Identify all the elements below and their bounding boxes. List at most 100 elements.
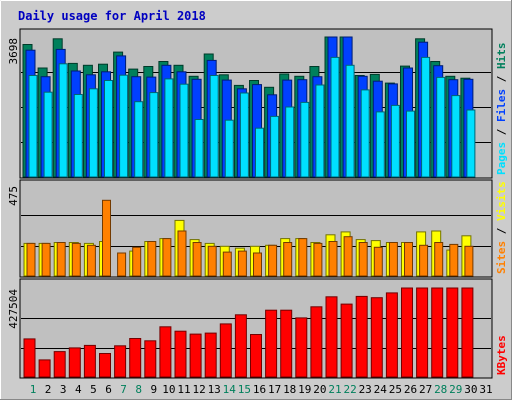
bar-kbytes-day-26 — [401, 287, 413, 378]
x-tick-label-day-29: 29 — [449, 383, 462, 396]
bar-pages-day-19 — [300, 101, 310, 178]
bar-kbytes-day-23 — [355, 295, 368, 378]
bar-sites-day-26 — [404, 242, 413, 277]
x-tick-label-day-11: 11 — [177, 383, 190, 396]
legend-item-kbytes: KBytes — [495, 335, 508, 375]
x-tick-label-day-25: 25 — [389, 383, 402, 396]
legend-separator: / — [495, 69, 508, 89]
x-tick-label-day-5: 5 — [90, 383, 97, 396]
x-tick-label-day-30: 30 — [464, 383, 477, 396]
bar-kbytes-day-28 — [431, 287, 444, 378]
bar-kbytes-day-29 — [446, 287, 459, 378]
ymax-label-hits-files-pages: 3698 — [7, 38, 20, 65]
x-tick-label-day-14: 14 — [223, 383, 237, 396]
bar-sites-day-20 — [313, 242, 323, 277]
bar-kbytes-day-27 — [416, 287, 429, 378]
bar-kbytes-day-10 — [159, 326, 172, 378]
bar-pages-day-14 — [224, 119, 234, 178]
bar-pages-day-15 — [239, 92, 249, 178]
bar-pages-day-1 — [28, 75, 38, 178]
bar-kbytes-day-16 — [250, 334, 262, 378]
bar-sites-day-29 — [449, 243, 459, 277]
x-tick-label-day-22: 22 — [343, 383, 356, 396]
bar-sites-day-18 — [283, 242, 293, 277]
x-tick-label-day-13: 13 — [208, 383, 221, 396]
legend-separator: / — [495, 122, 508, 142]
bar-kbytes-day-5 — [83, 344, 96, 378]
bar-sites-day-16 — [253, 252, 262, 277]
bar-kbytes-day-3 — [53, 351, 66, 378]
bar-pages-day-7 — [119, 74, 129, 178]
bar-pages-day-18 — [285, 106, 295, 178]
bar-sites-day-22 — [343, 236, 353, 277]
x-tick-label-day-21: 21 — [328, 383, 341, 396]
bar-sites-day-25 — [388, 242, 398, 277]
bar-kbytes-day-13 — [204, 332, 217, 378]
bar-pages-day-27 — [421, 56, 431, 178]
bar-sites-day-8 — [132, 246, 142, 277]
x-tick-label-day-31: 31 — [479, 383, 492, 396]
bar-pages-day-25 — [390, 104, 400, 178]
bar-kbytes-day-30 — [461, 287, 474, 378]
legend-item-visits: Visits — [495, 181, 508, 221]
bar-kbytes-day-14 — [219, 323, 232, 378]
x-tick-label-day-3: 3 — [60, 383, 67, 396]
bar-sites-day-30 — [464, 245, 474, 277]
bar-kbytes-day-6 — [99, 353, 111, 378]
ymax-label-visits-sites: 475 — [7, 186, 20, 206]
bar-sites-day-24 — [373, 246, 383, 277]
bar-kbytes-day-18 — [280, 309, 293, 378]
bar-kbytes-day-1 — [23, 338, 36, 378]
bar-kbytes-day-21 — [325, 296, 338, 378]
bar-kbytes-day-12 — [189, 333, 202, 378]
bar-pages-day-11 — [179, 83, 189, 178]
bar-pages-day-6 — [104, 80, 113, 178]
bar-sites-day-28 — [434, 242, 444, 277]
bar-pages-day-16 — [255, 127, 264, 178]
legend-item-pages: Pages — [495, 142, 508, 175]
x-tick-label-day-4: 4 — [75, 383, 82, 396]
x-tick-label-day-1: 1 — [30, 383, 37, 396]
bar-pages-day-17 — [270, 115, 280, 178]
chart-title: Daily usage for April 2018 — [18, 9, 206, 23]
x-tick-label-day-7: 7 — [120, 383, 127, 396]
x-tick-label-day-17: 17 — [268, 383, 281, 396]
x-tick-label-day-26: 26 — [404, 383, 417, 396]
bar-sites-day-19 — [298, 238, 308, 277]
bar-sites-day-4 — [71, 242, 81, 277]
bars — [22, 36, 476, 378]
bar-pages-day-10 — [164, 78, 174, 178]
bar-sites-day-15 — [237, 250, 247, 277]
legend-visits-sites: Sites / Visits — [495, 181, 508, 274]
bar-pages-day-21 — [330, 56, 340, 178]
bar-sites-day-1 — [26, 242, 36, 277]
x-axis-labels: 1 2 3 4 5 6 7 8 9 10 11 12 13 14 15 16 17 18 19 20 21 22 23 24 2… — [30, 383, 493, 396]
legend-item-sites: Sites — [495, 241, 508, 274]
legend-item-hits: Hits — [495, 43, 508, 70]
bar-pages-day-2 — [43, 91, 53, 178]
bar-kbytes-day-7 — [114, 345, 127, 378]
bar-kbytes-day-8 — [129, 338, 142, 378]
y-axis-labels: 3698 475 427504 — [7, 38, 20, 329]
legend-item-files: Files — [495, 89, 508, 122]
legends: Pages / Files / Hits Sites / Visits KBytes — [495, 43, 508, 376]
bar-pages-day-22 — [345, 64, 355, 178]
x-tick-label-day-6: 6 — [105, 383, 112, 396]
bar-pages-day-24 — [375, 111, 385, 178]
bar-kbytes-day-11 — [174, 330, 187, 378]
bar-sites-day-5 — [86, 244, 96, 277]
ymax-label-kbytes: 427504 — [7, 289, 20, 329]
bar-pages-day-26 — [406, 110, 415, 178]
x-tick-label-day-15: 15 — [238, 383, 251, 396]
bar-pages-day-23 — [360, 89, 370, 178]
x-tick-label-day-20: 20 — [313, 383, 326, 396]
bar-pages-day-20 — [315, 84, 325, 178]
bar-sites-day-23 — [358, 242, 368, 277]
bar-pages-day-4 — [73, 94, 83, 178]
x-tick-label-day-23: 23 — [359, 383, 372, 396]
bar-kbytes-day-17 — [265, 309, 278, 378]
x-tick-label-day-28: 28 — [434, 383, 447, 396]
bar-sites-day-14 — [222, 251, 232, 277]
legend-kbytes: KBytes — [495, 335, 508, 375]
